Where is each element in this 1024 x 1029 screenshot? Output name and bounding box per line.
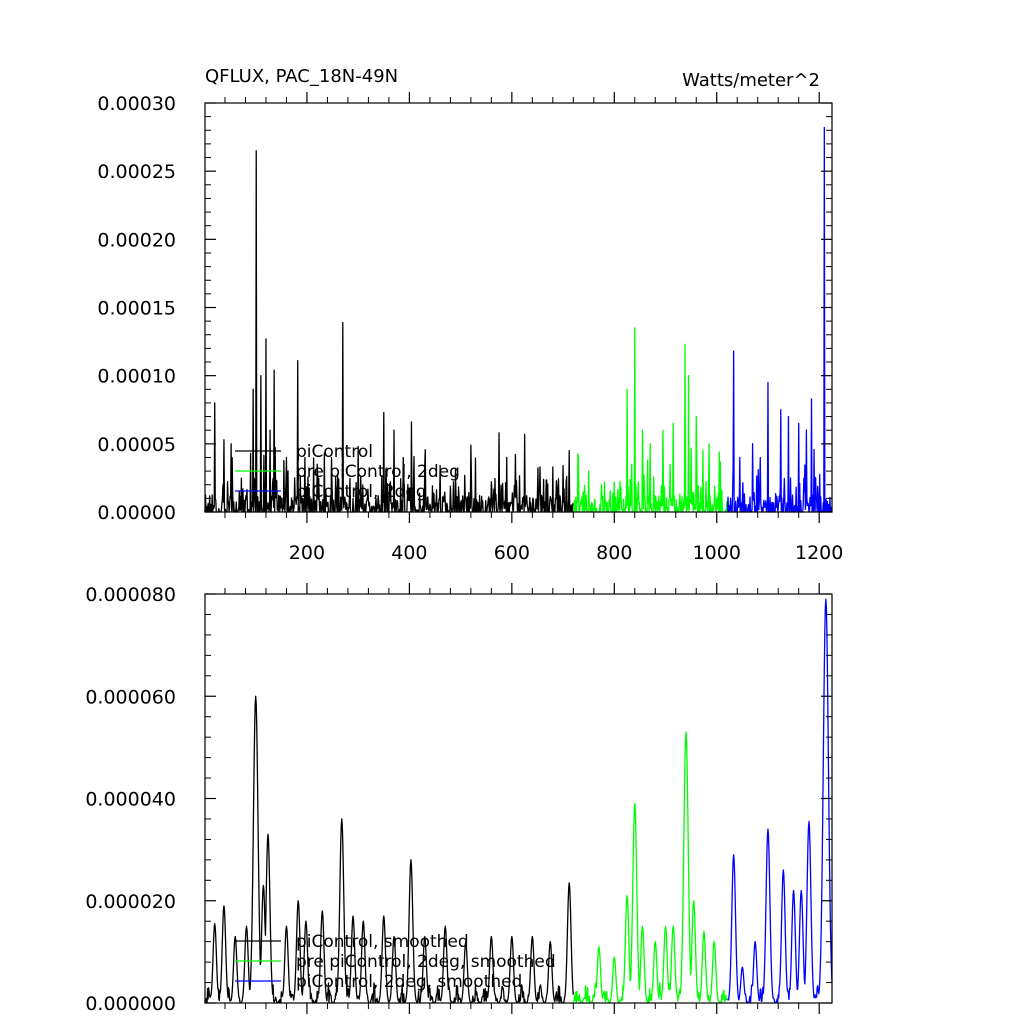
y-tick-label: 0.000060 <box>85 686 176 708</box>
legend-entry: pre piControl, 2deg <box>296 462 460 482</box>
x-tick-label: 200 <box>289 542 325 564</box>
series-line-2 <box>573 327 728 513</box>
y-tick-label: 0.00015 <box>97 298 176 320</box>
y-tick-label: 0.00020 <box>97 229 176 251</box>
legend-entry: piControl, smoothed <box>296 932 469 952</box>
y-tick-label: 0.000080 <box>85 584 176 606</box>
y-tick-label: 0.000040 <box>85 789 176 811</box>
series-line-3 <box>727 598 833 1004</box>
y-tick-label: 0.00010 <box>97 366 176 388</box>
bottom-tick-labels: 0.000000 0.000020 0.000040 0.000060 0.000080 <box>85 584 176 1015</box>
bottom-series-group <box>204 598 833 1004</box>
chart-title: QFLUX, PAC_18N-49N <box>205 66 398 87</box>
y-tick-label: 0.000020 <box>85 891 176 913</box>
bottom-panel: 0.000000 0.000020 0.000040 0.000060 0.000080… <box>85 583 833 1015</box>
x-tick-label: 400 <box>391 542 427 564</box>
x-tick-label: 600 <box>494 542 530 564</box>
legend-entry: piControl, 2deg, smoothed <box>296 972 522 992</box>
x-tick-label: 1000 <box>693 542 741 564</box>
legend-entry: piControl, 2deg <box>296 482 427 502</box>
series-line-3 <box>726 126 833 513</box>
bottom-axes <box>204 583 833 1014</box>
series-line-2 <box>573 731 728 1004</box>
x-tick-label: 1200 <box>795 542 843 564</box>
y-tick-label: 0.00005 <box>97 434 176 456</box>
legend-entry: pre piControl, 2deg, smoothed <box>296 952 556 972</box>
y-tick-label: 0.00000 <box>97 502 176 524</box>
top-panel: QFLUX, PAC_18N-49N Watts/meter^2 0.00000… <box>97 66 843 564</box>
y-tick-label: 0.00025 <box>97 161 176 183</box>
series-line-1 <box>204 150 574 513</box>
y-tick-label: 0.00030 <box>97 93 176 115</box>
x-tick-label: 800 <box>596 542 632 564</box>
y-tick-label: 0.000000 <box>85 993 176 1015</box>
top-axes <box>204 92 833 523</box>
legend-entry: piControl <box>296 442 373 462</box>
series-line-1 <box>204 695 574 1004</box>
units-label: Watts/meter^2 <box>682 70 820 91</box>
top-tick-labels: 0.00000 0.00005 0.00010 0.00015 0.00020 0.000… <box>97 93 843 564</box>
